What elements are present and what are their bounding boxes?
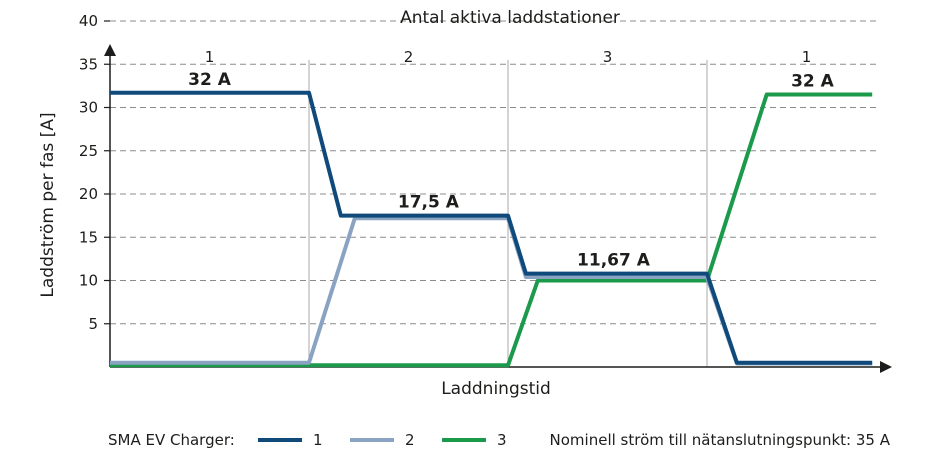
legend-label-3: 3 xyxy=(497,431,507,449)
y-tick-label-30: 30 xyxy=(79,99,98,117)
y-tick-label-20: 20 xyxy=(79,185,98,203)
series-line-3 xyxy=(110,92,873,368)
phase-labels: 1 2 3 1 xyxy=(205,48,812,66)
y-tick-label-25: 25 xyxy=(79,142,98,160)
annotation-1: 32 A xyxy=(188,70,232,90)
phase-dividers xyxy=(308,60,708,367)
chart-title: Antal aktiva laddstationer xyxy=(400,8,620,28)
annotation-2: 17,5 A xyxy=(398,193,460,213)
y-tick-label-35: 35 xyxy=(79,55,98,73)
y-tick-label-5: 5 xyxy=(88,315,98,333)
legend-label-1: 1 xyxy=(313,431,323,449)
series-lines xyxy=(110,90,873,368)
phase-label-4: 1 xyxy=(802,48,812,66)
legend-title: SMA EV Charger: xyxy=(108,431,235,449)
y-tick-label-15: 15 xyxy=(79,228,98,246)
x-axis-label: Laddningstid xyxy=(441,379,551,399)
legend-label-2: 2 xyxy=(405,431,415,449)
nominal-current-note: Nominell ström till nätanslutningspunkt:… xyxy=(550,431,891,449)
annotation-4: 32 A xyxy=(791,72,835,92)
y-tick-label-10: 10 xyxy=(79,272,98,290)
series-line-1 xyxy=(110,90,873,365)
gridlines xyxy=(110,20,880,325)
legend: SMA EV Charger: 1 2 3 xyxy=(108,431,507,449)
series-line-2 xyxy=(110,216,873,366)
phase-label-1: 1 xyxy=(205,48,215,66)
phase-label-2: 2 xyxy=(404,48,414,66)
phase-label-3: 3 xyxy=(603,48,613,66)
y-axis-label: Laddström per fas [A] xyxy=(38,112,58,297)
y-tick-labels: 5 10 15 20 25 30 35 40 xyxy=(79,12,110,333)
y-axis-arrow xyxy=(104,44,116,56)
annotation-3: 11,67 A xyxy=(577,251,651,271)
annotations: 32 A 17,5 A 11,67 A 32 A xyxy=(188,70,835,271)
y-tick-label-40: 40 xyxy=(79,12,98,30)
x-axis-arrow xyxy=(880,361,892,373)
